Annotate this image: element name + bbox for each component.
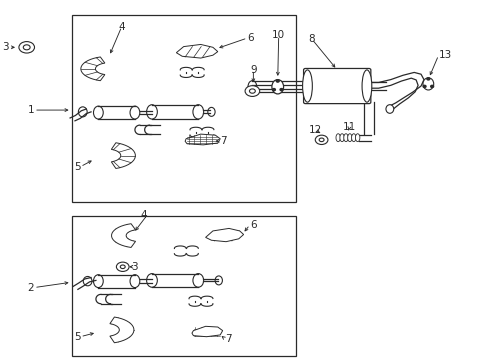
Polygon shape (111, 143, 135, 168)
Ellipse shape (193, 274, 203, 287)
Circle shape (315, 135, 327, 144)
Text: 5: 5 (74, 332, 80, 342)
Ellipse shape (335, 134, 340, 141)
Circle shape (19, 41, 35, 53)
Ellipse shape (339, 134, 344, 141)
Circle shape (276, 80, 279, 82)
Bar (71, 15, 295, 202)
FancyBboxPatch shape (303, 68, 370, 104)
Ellipse shape (385, 105, 393, 113)
Circle shape (116, 262, 129, 271)
Ellipse shape (343, 134, 347, 141)
Circle shape (422, 85, 425, 87)
Ellipse shape (93, 275, 103, 288)
Ellipse shape (83, 276, 92, 286)
Text: 11: 11 (342, 122, 355, 132)
Ellipse shape (355, 134, 359, 141)
Ellipse shape (130, 106, 140, 119)
Text: 7: 7 (224, 334, 231, 344)
Text: 8: 8 (308, 34, 315, 44)
Ellipse shape (130, 275, 140, 288)
Circle shape (426, 78, 429, 80)
Text: 3: 3 (2, 42, 9, 52)
Ellipse shape (347, 134, 351, 141)
Text: 6: 6 (249, 220, 256, 230)
Circle shape (120, 265, 125, 269)
Text: 4: 4 (118, 22, 125, 32)
Text: 2: 2 (27, 283, 34, 293)
Ellipse shape (146, 105, 157, 119)
Circle shape (244, 86, 259, 96)
Text: 5: 5 (74, 162, 80, 172)
Polygon shape (110, 317, 134, 343)
Polygon shape (185, 134, 220, 145)
Ellipse shape (215, 276, 222, 285)
Polygon shape (205, 228, 243, 242)
Polygon shape (192, 326, 222, 337)
Text: 13: 13 (438, 50, 451, 60)
Ellipse shape (422, 78, 433, 90)
Ellipse shape (302, 70, 312, 102)
Ellipse shape (78, 107, 87, 117)
Ellipse shape (351, 134, 355, 141)
Text: 4: 4 (140, 210, 147, 220)
Ellipse shape (207, 107, 215, 116)
Text: 9: 9 (249, 64, 256, 75)
Text: 10: 10 (272, 31, 285, 40)
Polygon shape (81, 57, 104, 81)
Text: 7: 7 (220, 136, 226, 145)
Text: 12: 12 (308, 125, 321, 135)
Text: 3: 3 (131, 262, 138, 272)
Circle shape (280, 89, 283, 91)
Text: 1: 1 (27, 105, 34, 115)
Bar (71, 216, 295, 356)
Ellipse shape (193, 105, 203, 119)
Ellipse shape (271, 80, 283, 94)
Circle shape (272, 89, 275, 91)
Polygon shape (111, 224, 135, 247)
Ellipse shape (146, 274, 157, 287)
Circle shape (319, 138, 324, 141)
Ellipse shape (247, 81, 256, 93)
Ellipse shape (93, 106, 103, 119)
Polygon shape (176, 44, 217, 58)
Circle shape (249, 89, 255, 93)
Text: 6: 6 (247, 33, 254, 43)
Ellipse shape (361, 70, 371, 102)
Circle shape (23, 45, 30, 50)
Circle shape (430, 85, 433, 87)
